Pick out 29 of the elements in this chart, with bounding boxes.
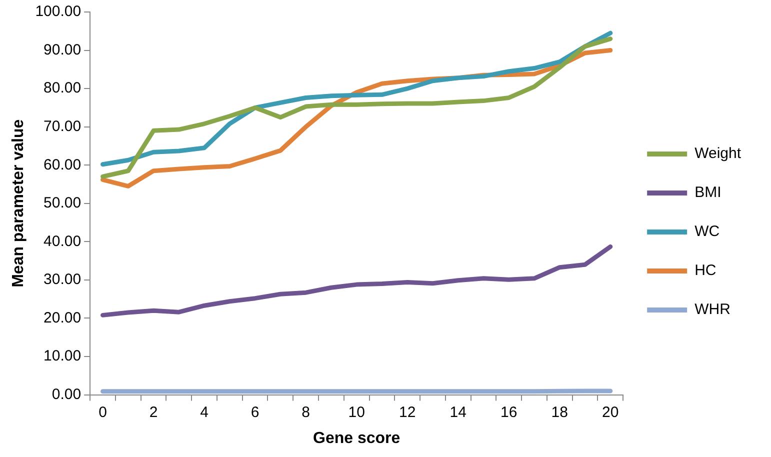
y-axis-title: Mean parameter value — [10, 119, 28, 288]
y-tick-label: 100.00 — [35, 3, 82, 20]
legend-label: WC — [694, 223, 720, 240]
y-tick-label: 20.00 — [44, 309, 82, 326]
x-tick-label: 8 — [302, 404, 310, 421]
y-tick-label: 70.00 — [44, 118, 82, 135]
y-tick-label: 90.00 — [44, 41, 82, 58]
x-tick-label: 6 — [250, 404, 260, 421]
legend-label: WHR — [694, 301, 731, 318]
y-tick-label: 10.00 — [44, 348, 82, 365]
y-tick-label: 80.00 — [44, 80, 82, 97]
x-tick-label: 14 — [450, 404, 466, 421]
x-tick-label: 10 — [348, 404, 365, 421]
x-tick-label: 2 — [149, 404, 158, 421]
y-tick-label: 60.00 — [44, 156, 82, 174]
x-axis-title: Gene score — [313, 430, 400, 447]
y-tick-label: 0.00 — [52, 386, 82, 403]
y-tick-label: 40.00 — [44, 232, 82, 250]
x-tick-label: 18 — [551, 404, 568, 421]
x-tick-label: 12 — [399, 404, 416, 421]
x-tick-label: 4 — [200, 404, 208, 421]
y-tick-label: 50.00 — [44, 194, 82, 212]
x-tick-label: 20 — [602, 404, 619, 421]
legend-label: HC — [694, 262, 716, 280]
x-tick-label: 0 — [98, 404, 107, 421]
legend-label: Weight — [694, 145, 742, 162]
legend-label: BMI — [694, 184, 722, 202]
x-tick-label: 16 — [500, 404, 518, 421]
y-tick-label: 30.00 — [44, 271, 82, 288]
